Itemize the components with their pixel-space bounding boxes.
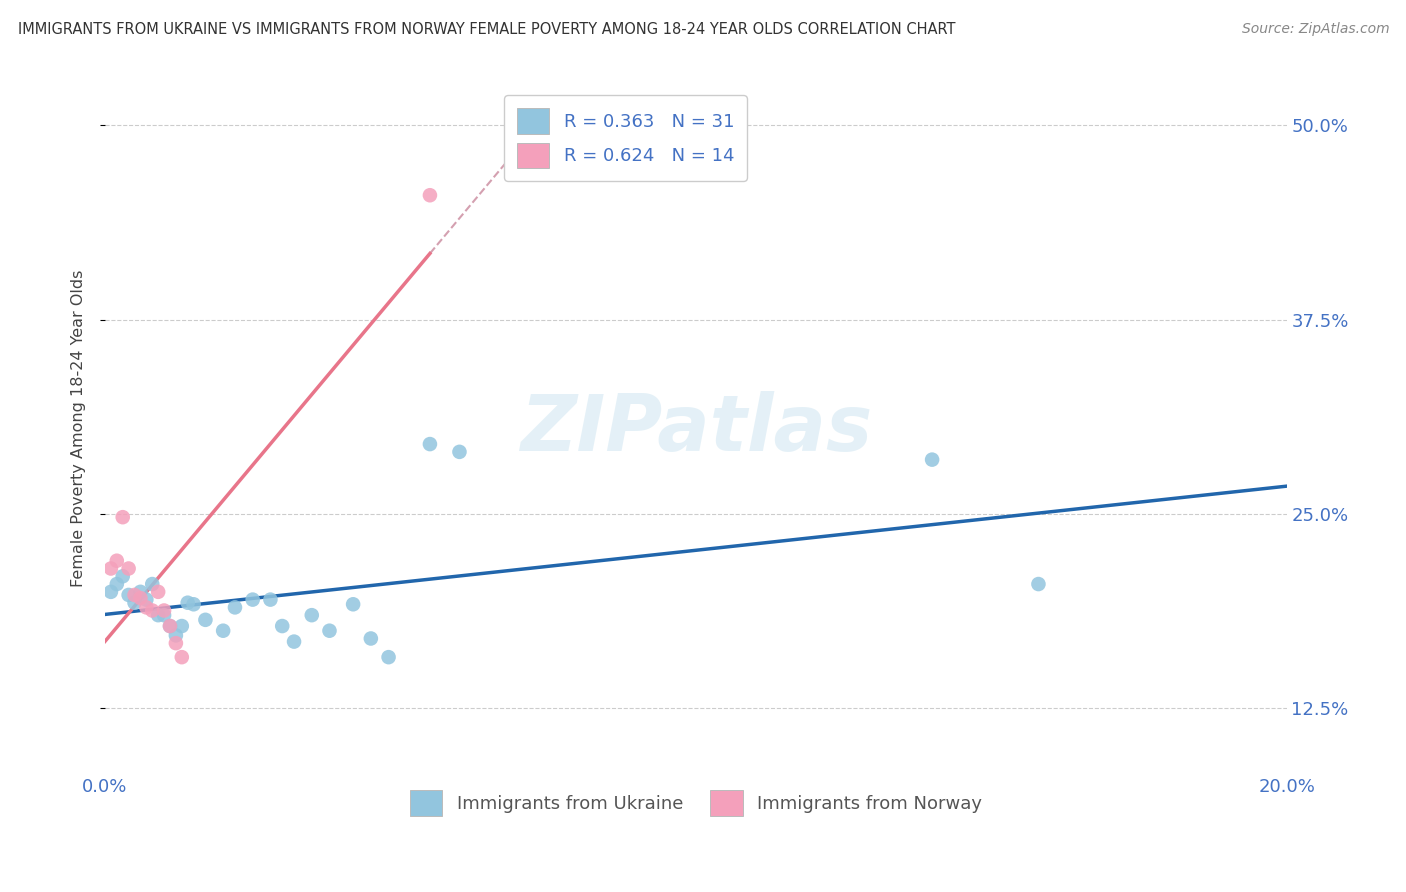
Point — [141, 577, 163, 591]
Point — [111, 569, 134, 583]
Point — [921, 452, 943, 467]
Point — [100, 584, 122, 599]
Point — [212, 624, 235, 638]
Point — [100, 561, 122, 575]
Point — [183, 597, 205, 611]
Point — [271, 619, 294, 633]
Point — [342, 597, 364, 611]
Point — [141, 603, 163, 617]
Point — [124, 596, 146, 610]
Point — [159, 619, 181, 633]
Point — [105, 577, 128, 591]
Point — [301, 608, 323, 623]
Point — [360, 632, 382, 646]
Point — [170, 650, 193, 665]
Text: IMMIGRANTS FROM UKRAINE VS IMMIGRANTS FROM NORWAY FEMALE POVERTY AMONG 18-24 YEA: IMMIGRANTS FROM UKRAINE VS IMMIGRANTS FR… — [18, 22, 956, 37]
Point — [159, 619, 181, 633]
Point — [1028, 577, 1050, 591]
Point — [146, 608, 169, 623]
Point — [419, 437, 441, 451]
Point — [194, 613, 217, 627]
Text: ZIPatlas: ZIPatlas — [520, 391, 872, 467]
Point — [283, 634, 305, 648]
Legend: Immigrants from Ukraine, Immigrants from Norway: Immigrants from Ukraine, Immigrants from… — [402, 783, 990, 823]
Point — [449, 445, 471, 459]
Point — [117, 561, 139, 575]
Point — [377, 650, 399, 665]
Point — [224, 600, 246, 615]
Point — [129, 584, 152, 599]
Point — [135, 592, 157, 607]
Point — [153, 603, 176, 617]
Point — [146, 584, 169, 599]
Point — [153, 608, 176, 623]
Point — [318, 624, 340, 638]
Point — [129, 591, 152, 605]
Point — [135, 600, 157, 615]
Point — [259, 592, 281, 607]
Y-axis label: Female Poverty Among 18-24 Year Olds: Female Poverty Among 18-24 Year Olds — [72, 270, 86, 587]
Point — [177, 596, 200, 610]
Point — [165, 628, 187, 642]
Point — [419, 188, 441, 202]
Point — [242, 592, 264, 607]
Point — [111, 510, 134, 524]
Point — [105, 554, 128, 568]
Point — [170, 619, 193, 633]
Text: Source: ZipAtlas.com: Source: ZipAtlas.com — [1241, 22, 1389, 37]
Point — [165, 636, 187, 650]
Point — [124, 588, 146, 602]
Point — [117, 588, 139, 602]
